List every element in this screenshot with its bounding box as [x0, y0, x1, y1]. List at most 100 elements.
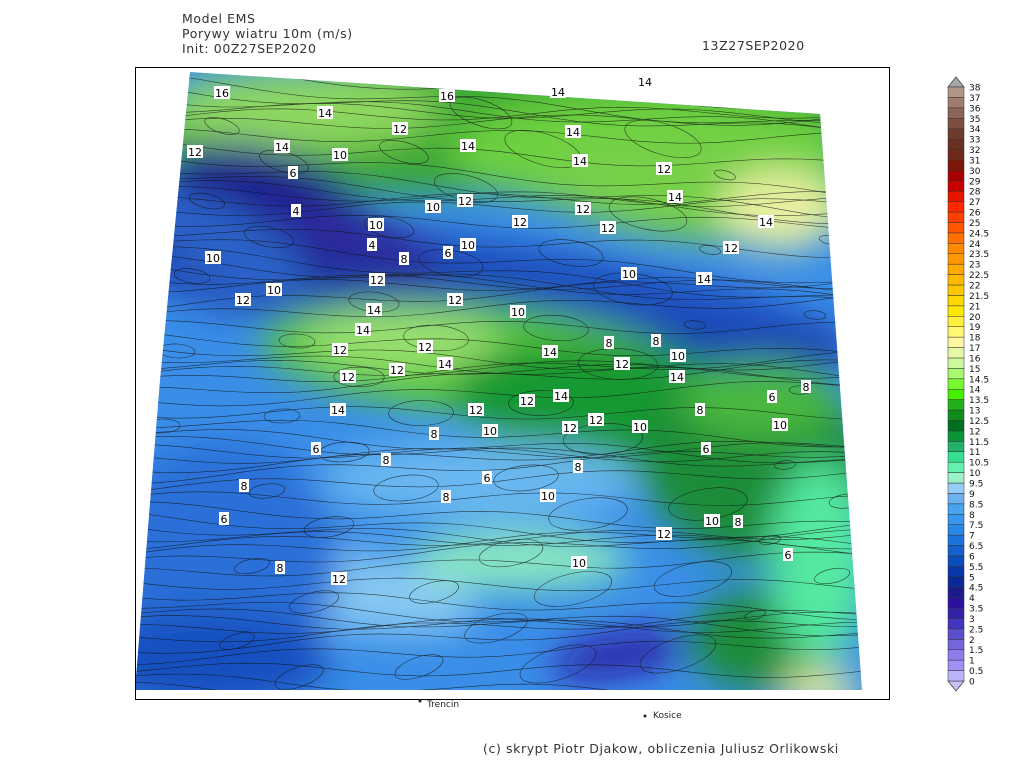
contour-label: 12: [236, 294, 250, 307]
contour-label: 12: [513, 216, 527, 229]
colorbar-swatch: [947, 451, 965, 463]
isoline: [508, 390, 574, 416]
streamline: [135, 252, 862, 303]
contour-label: 10: [622, 268, 636, 281]
streamline: [135, 276, 862, 314]
colorbar-swatch: [947, 545, 965, 557]
isoline: [608, 196, 688, 232]
colorbar-label: 10: [969, 469, 981, 479]
colorbar-swatch: [947, 607, 965, 619]
model-name: Model EMS: [182, 11, 256, 26]
contour-label-box: [767, 390, 777, 403]
contour-label: 12: [341, 371, 355, 384]
streamline: [135, 491, 862, 506]
contour-label: 12: [576, 203, 590, 216]
colorbar-swatch: [947, 388, 965, 400]
streamline: [135, 229, 862, 259]
colorbar-label: 13.5: [969, 396, 989, 406]
credit-text: (c) skrypt Piotr Djakow, obliczenia Juli…: [483, 741, 839, 756]
contour-label-box: [669, 370, 685, 383]
contour-label: 10: [572, 557, 586, 570]
colorbar-label: 16: [969, 354, 981, 364]
contour-label-box: [291, 204, 301, 217]
streamline: [135, 525, 862, 557]
contour-label: 10: [541, 490, 555, 503]
streamline: [135, 191, 862, 213]
isoline: [814, 567, 850, 585]
contour-label-box: [695, 403, 705, 416]
colorbar-swatch: [947, 118, 965, 129]
streamline: [135, 530, 862, 551]
contour-label: 12: [657, 528, 671, 541]
city-dot-trencin: [418, 699, 422, 703]
contour-label: 14: [331, 404, 345, 417]
contour-label: 10: [426, 201, 440, 214]
streamline: [135, 381, 862, 407]
colorbar-swatch: [947, 649, 965, 661]
streamline: [135, 673, 862, 690]
contour-label-box: [575, 202, 591, 215]
contour-label: 8: [697, 404, 704, 417]
contour-label: 12: [370, 274, 384, 287]
colorbar-swatch: [947, 368, 965, 380]
contour-label-box: [482, 471, 492, 484]
contour-label-box: [573, 460, 583, 473]
contour-label-box: [214, 86, 230, 99]
streamline: [135, 429, 862, 464]
streamline: [135, 350, 862, 384]
isoline: [379, 139, 429, 165]
colorbar-swatch: [947, 305, 965, 317]
contour-label-box: [340, 370, 356, 383]
streamline: [135, 440, 862, 473]
colorbar-label: 33: [969, 136, 980, 146]
colorbar-swatch: [947, 190, 965, 202]
colorbar-label: 5: [969, 573, 975, 583]
isoline: [828, 493, 862, 509]
colorbar-label: 9.5: [969, 480, 983, 490]
colorbar-label: 11: [969, 448, 980, 458]
isoline: [538, 239, 604, 267]
contour-label-box: [266, 283, 282, 296]
colorbar-swatch: [947, 253, 965, 265]
contour-label: 14: [551, 86, 565, 99]
contour-label: 14: [573, 155, 587, 168]
colorbar-label: 18: [969, 334, 981, 344]
streamline: [135, 442, 862, 464]
colorbar-label: 0: [969, 678, 975, 688]
contour-label-box: [651, 334, 661, 347]
contour-label-box: [275, 561, 285, 574]
contour-label-box: [187, 145, 203, 158]
contour-label-box: [783, 548, 793, 561]
shading-region: [422, 247, 818, 333]
isoline: [403, 324, 469, 352]
isoline: [699, 245, 721, 255]
contour-label: 14: [275, 141, 289, 154]
contour-label-box: [235, 293, 251, 306]
colorbar-label: 12: [969, 427, 980, 437]
contour-label: 12: [601, 222, 615, 235]
contour-label-box: [542, 345, 558, 358]
colorbar-label: 6: [969, 552, 975, 562]
colorbar-label: 31: [969, 156, 980, 166]
contour-label: 6: [769, 391, 776, 404]
contour-label: 12: [589, 414, 603, 427]
isoline: [729, 94, 751, 106]
colorbar-swatch: [947, 211, 965, 223]
contour-label-box: [519, 394, 535, 407]
colorbar-label: 23: [969, 261, 980, 271]
streamline: [135, 640, 862, 666]
contour-label: 8: [735, 516, 742, 529]
contour-label: 6: [785, 549, 792, 562]
colorbar-label: 10.5: [969, 459, 989, 469]
colorbar-label: 1.5: [969, 646, 983, 656]
contour-label-box: [368, 218, 384, 231]
contour-label-box: [311, 442, 321, 455]
colorbar-swatch: [947, 482, 965, 494]
shading-region: [320, 440, 640, 520]
streamline: [135, 608, 862, 639]
isoline: [523, 314, 589, 342]
streamline: [135, 419, 862, 448]
isoline: [278, 333, 316, 349]
contour-label-box: [600, 221, 616, 234]
isoline: [149, 84, 171, 96]
